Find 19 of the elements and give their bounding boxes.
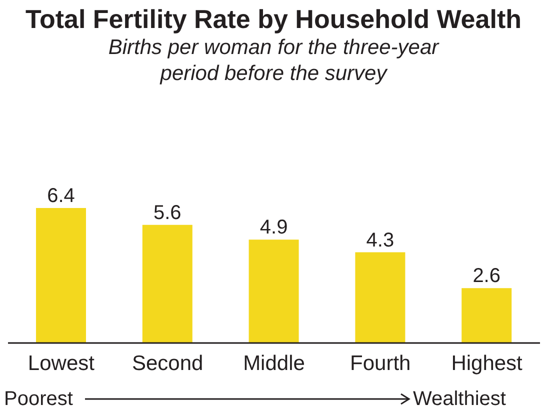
bar: [36, 208, 86, 343]
chart-title: Total Fertility Rate by Household Wealth: [24, 3, 522, 35]
text: Wealthiest: [412, 387, 506, 412]
data-label: 5.6: [153, 202, 182, 224]
data-label: 6.4: [47, 185, 75, 207]
data-label: 4.3: [366, 229, 394, 252]
x-tick-label: Highest: [451, 352, 523, 375]
bar: [142, 224, 192, 343]
text: Poorest: [4, 387, 73, 412]
x-tick-label: Middle: [243, 352, 305, 375]
x-tick-label: Fourth: [350, 352, 411, 375]
chart-subtitle: Births per woman for the three-year period before the survey: [107, 35, 440, 87]
bar: [248, 240, 299, 343]
x-tick-label: Lowest: [28, 352, 95, 375]
bar: [355, 252, 406, 343]
bar: [462, 288, 512, 343]
x-tick-label: Second: [132, 352, 204, 375]
data-label: 4.9: [260, 216, 288, 239]
data-label: 2.6: [472, 265, 501, 288]
